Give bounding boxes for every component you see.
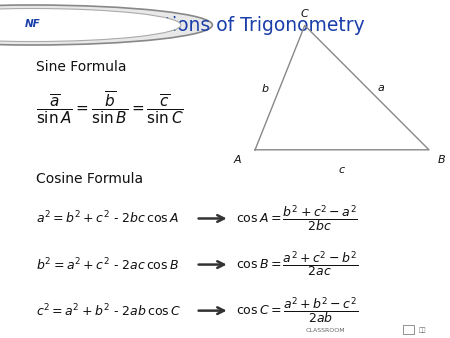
Text: 課堂: 課堂	[418, 327, 426, 333]
Text: Cosine Formula: Cosine Formula	[36, 172, 143, 187]
Text: $c^2 = a^2 + b^2\ \text{- }2ab\,\cos C$: $c^2 = a^2 + b^2\ \text{- }2ab\,\cos C$	[36, 303, 181, 319]
Text: Applications of Trigonometry: Applications of Trigonometry	[90, 16, 365, 34]
Circle shape	[0, 8, 181, 42]
Text: $a$: $a$	[377, 82, 385, 93]
Text: CLASSROOM: CLASSROOM	[306, 328, 346, 333]
Text: Sine Formula: Sine Formula	[36, 60, 126, 74]
Circle shape	[0, 5, 212, 45]
Text: $\cos C = \dfrac{a^2+b^2-c^2}{2ab}$: $\cos C = \dfrac{a^2+b^2-c^2}{2ab}$	[236, 295, 359, 326]
Text: $\cos B = \dfrac{a^2+c^2-b^2}{2ac}$: $\cos B = \dfrac{a^2+c^2-b^2}{2ac}$	[236, 250, 358, 279]
Bar	[403, 325, 414, 334]
Text: 7.: 7.	[70, 16, 90, 34]
Text: NF: NF	[24, 19, 40, 29]
Text: $b$: $b$	[261, 81, 270, 94]
Text: $b^2 = a^2 + c^2\ \text{- }2ac\,\cos B$: $b^2 = a^2 + c^2\ \text{- }2ac\,\cos B$	[36, 256, 179, 273]
Text: $\dfrac{\overline{a}}{\sin A} = \dfrac{\overline{b}}{\sin B} = \dfrac{\overline{: $\dfrac{\overline{a}}{\sin A} = \dfrac{\…	[36, 89, 184, 126]
Text: $C$: $C$	[300, 7, 310, 19]
Text: $B$: $B$	[437, 153, 446, 165]
Text: $c$: $c$	[338, 165, 346, 175]
Text: $A$: $A$	[233, 153, 243, 165]
Text: $\cos A = \dfrac{b^2+c^2-a^2}{2bc}$: $\cos A = \dfrac{b^2+c^2-a^2}{2bc}$	[236, 203, 358, 234]
Text: $a^2 = b^2 + c^2\ \text{- }2bc\,\cos A$: $a^2 = b^2 + c^2\ \text{- }2bc\,\cos A$	[36, 210, 179, 227]
